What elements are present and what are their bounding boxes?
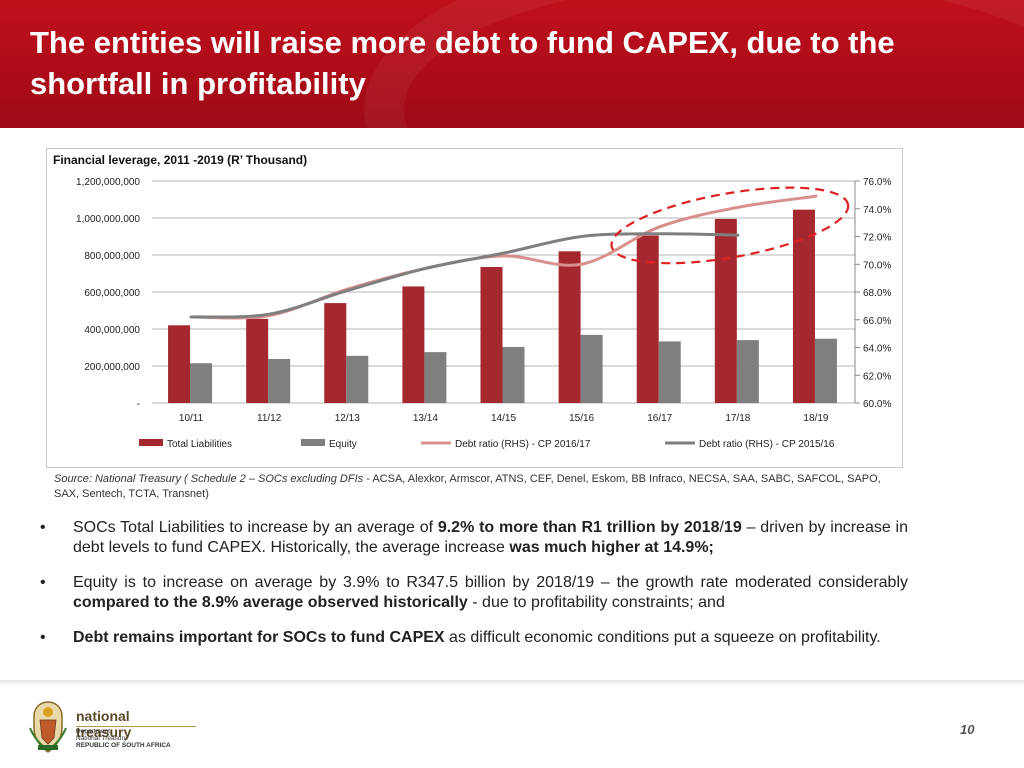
- bar-equity: [268, 358, 291, 403]
- logo-brand: national treasury: [76, 708, 132, 740]
- x-tick-label: 11/12: [257, 413, 282, 424]
- bullet-marker: •: [40, 574, 46, 591]
- footer-divider: [0, 680, 1024, 686]
- bullet-text: - due to profitability constraints; and: [467, 594, 725, 611]
- bullet-item: • SOCs Total Liabilities to increase by a…: [40, 518, 908, 558]
- bar-total-liabilities: [558, 251, 581, 403]
- title-banner: The entities will raise more debt to fun…: [0, 0, 1024, 128]
- bullet-item: • Debt remains important for SOCs to fund…: [40, 628, 908, 648]
- coat-of-arms-icon: [29, 701, 67, 753]
- legend-swatch: [139, 439, 163, 446]
- bullet-text: /: [719, 519, 724, 536]
- bullet-text: – driven by increase in debt levels to f…: [73, 519, 908, 556]
- page-number: 10: [960, 722, 975, 737]
- left-tick-label: 1,200,000,000: [76, 177, 140, 188]
- bullet-list: • SOCs Total Liabilities to increase by a…: [40, 518, 908, 663]
- bar-equity: [190, 363, 213, 403]
- x-tick-label: 10/11: [179, 413, 204, 424]
- bar-total-liabilities: [792, 209, 815, 403]
- bullet-emphasis: 19: [723, 519, 742, 536]
- bullet-item: • Equity is to increase on average by 3.9…: [40, 573, 908, 613]
- left-tick-label: 1,000,000,000: [76, 214, 140, 225]
- source-prefix: Source: National Treasury ( Schedule 2 –…: [54, 473, 364, 485]
- left-tick-label: -: [137, 399, 140, 410]
- bar-total-liabilities: [636, 235, 659, 403]
- bar-total-liabilities: [324, 303, 347, 403]
- x-tick-label: 15/16: [569, 413, 594, 424]
- right-tick-label: 72.0%: [863, 233, 891, 244]
- highlight-ellipse: [610, 186, 850, 265]
- legend-label: Equity: [329, 439, 357, 450]
- right-tick-label: 70.0%: [863, 260, 891, 271]
- legend-swatch: [301, 439, 325, 446]
- bullet-emphasis: Debt remains important for SOCs to fund …: [73, 629, 445, 646]
- legend-label: Total Liabilities: [167, 439, 232, 450]
- logo-line-2: National Treasury: [76, 735, 127, 742]
- right-tick-label: 64.0%: [863, 344, 891, 355]
- bar-equity: [658, 341, 681, 403]
- bar-equity: [580, 334, 603, 403]
- bullet-text: as difficult economic conditions put a s…: [444, 629, 881, 646]
- bar-equity: [814, 338, 837, 403]
- chart-title: Financial leverage, 2011 -2019 (R’ Thous…: [53, 153, 308, 167]
- source-note: Source: National Treasury ( Schedule 2 –…: [54, 472, 894, 502]
- logo-department: Department: National Treasury REPUBLIC O…: [76, 728, 171, 749]
- bullet-emphasis: compared to the 8.9% average observed hi…: [73, 594, 468, 611]
- financial-leverage-chart: - 200,000,000 400,000,000 600,000,000 800,00…: [76, 177, 891, 450]
- right-tick-label: 66.0%: [863, 316, 891, 327]
- x-tick-label: 16/17: [647, 413, 672, 424]
- slide-title: The entities will raise more debt to fun…: [30, 25, 895, 101]
- bullet-text: Equity is to increase on average by 3.9%…: [73, 574, 908, 591]
- x-tick-label: 13/14: [413, 413, 438, 424]
- bullet-emphasis: was much higher at 14.9%;: [509, 539, 714, 556]
- bar-equity: [346, 355, 369, 403]
- debt-ratio-2015-16-line: [189, 232, 740, 319]
- bullet-marker: •: [40, 519, 46, 536]
- bar-total-liabilities: [480, 267, 503, 403]
- bar-equity: [424, 352, 447, 403]
- legend-label: Debt ratio (RHS) - CP 2016/17: [455, 439, 591, 450]
- bar-equity: [736, 340, 759, 403]
- bullet-emphasis: 9.2% to more than R1 trillion by 2018: [437, 519, 720, 536]
- left-tick-label: 200,000,000: [84, 362, 140, 373]
- x-tick-label: 14/15: [491, 413, 516, 424]
- bullet-text: SOCs Total Liabilities to increase by an…: [73, 519, 438, 536]
- legend-label: Debt ratio (RHS) - CP 2015/16: [699, 439, 835, 450]
- left-tick-label: 600,000,000: [84, 288, 140, 299]
- logo-rule: [76, 726, 196, 727]
- right-tick-label: 74.0%: [863, 205, 891, 216]
- right-tick-label: 68.0%: [863, 288, 891, 299]
- bar-total-liabilities: [402, 286, 425, 403]
- left-tick-label: 800,000,000: [84, 251, 140, 262]
- bar-total-liabilities: [246, 318, 269, 403]
- x-tick-label: 18/19: [803, 413, 828, 424]
- bullet-marker: •: [40, 629, 46, 646]
- bar-equity: [502, 346, 525, 403]
- source-list: - ACSA, Alexkor, Armscor, ATNS, CEF, Den…: [54, 473, 881, 500]
- x-tick-label: 17/18: [725, 413, 750, 424]
- right-tick-label: 62.0%: [863, 371, 891, 382]
- x-tick-label: 12/13: [335, 413, 360, 424]
- bar-total-liabilities: [714, 218, 737, 403]
- logo-line-3: REPUBLIC OF SOUTH AFRICA: [76, 742, 171, 749]
- right-tick-label: 60.0%: [863, 399, 891, 410]
- left-tick-label: 400,000,000: [84, 325, 140, 336]
- right-tick-label: 76.0%: [863, 177, 891, 188]
- national-treasury-logo: national treasury Department: National T…: [26, 698, 196, 754]
- chart-panel: - 200,000,000 400,000,000 600,000,000 800,00…: [46, 148, 903, 468]
- logo-line-1: Department:: [76, 728, 112, 735]
- bar-total-liabilities: [168, 325, 191, 403]
